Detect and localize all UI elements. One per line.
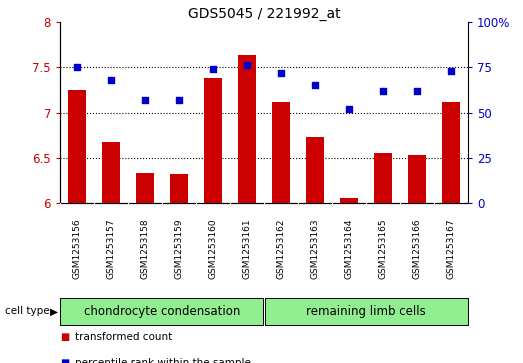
Bar [340, 198, 358, 203]
Bar [374, 154, 392, 203]
Text: GSM1253165: GSM1253165 [379, 218, 388, 279]
Bar [238, 56, 256, 203]
Bar [170, 174, 188, 203]
Point [447, 68, 456, 74]
Point [413, 88, 422, 94]
Text: GSM1253166: GSM1253166 [413, 218, 422, 279]
Point [379, 88, 388, 94]
Bar [265, 298, 468, 325]
Text: percentile rank within the sample: percentile rank within the sample [75, 358, 251, 363]
Text: GSM1253157: GSM1253157 [107, 218, 116, 279]
Point [141, 97, 150, 103]
Text: GSM1253160: GSM1253160 [209, 218, 218, 279]
Text: ▶: ▶ [50, 306, 58, 316]
Bar [60, 298, 263, 325]
Text: GSM1253163: GSM1253163 [311, 218, 320, 279]
Text: GSM1253164: GSM1253164 [345, 218, 354, 279]
Title: GDS5045 / 221992_at: GDS5045 / 221992_at [188, 7, 340, 21]
Bar [68, 90, 86, 203]
Point [311, 82, 320, 88]
Bar [102, 143, 120, 203]
Point [73, 64, 82, 70]
Bar [204, 78, 222, 203]
Text: GSM1253156: GSM1253156 [73, 218, 82, 279]
Text: ■: ■ [60, 332, 70, 342]
Text: ■: ■ [60, 358, 70, 363]
Bar [442, 102, 460, 203]
Bar [136, 174, 154, 203]
Bar [272, 102, 290, 203]
Text: GSM1253167: GSM1253167 [447, 218, 456, 279]
Point [107, 77, 116, 83]
Text: remaining limb cells: remaining limb cells [306, 305, 426, 318]
Point [175, 97, 184, 103]
Text: cell type: cell type [5, 306, 50, 316]
Point [209, 66, 218, 72]
Point [277, 70, 286, 76]
Text: GSM1253159: GSM1253159 [175, 218, 184, 279]
Bar [408, 155, 426, 203]
Bar [306, 137, 324, 203]
Point [345, 106, 354, 112]
Text: GSM1253161: GSM1253161 [243, 218, 252, 279]
Text: chondrocyte condensation: chondrocyte condensation [84, 305, 240, 318]
Text: GSM1253158: GSM1253158 [141, 218, 150, 279]
Point [243, 62, 252, 68]
Text: transformed count: transformed count [75, 332, 172, 342]
Text: GSM1253162: GSM1253162 [277, 218, 286, 279]
